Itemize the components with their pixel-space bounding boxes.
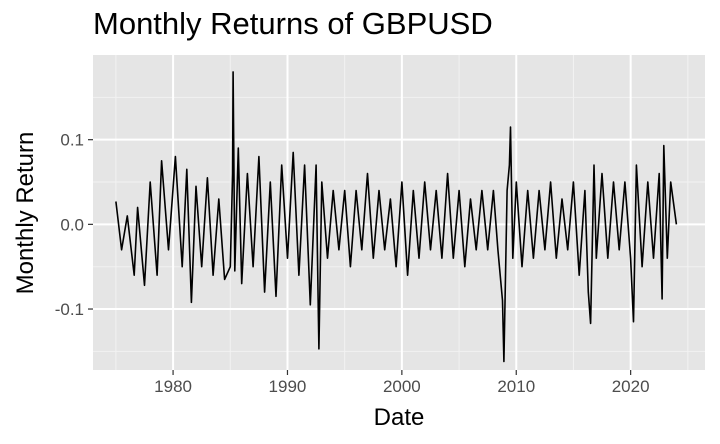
x-tick-label: 2000 — [383, 377, 421, 396]
grid-major — [93, 55, 705, 370]
series-layer — [115, 71, 678, 363]
chart-title: Monthly Returns of GBPUSD — [93, 6, 493, 41]
x-tick-label: 1980 — [154, 377, 192, 396]
x-axis-title: Date — [374, 404, 425, 431]
x-tick-label: 1990 — [269, 377, 307, 396]
y-tick-label: 0.1 — [60, 131, 84, 150]
x-axis: 1980 1990 2000 2010 2020 — [154, 370, 650, 396]
y-tick-label: -0.1 — [55, 300, 84, 319]
x-tick-label: 2020 — [612, 377, 650, 396]
series-line — [115, 71, 678, 363]
y-axis: 0.1 0.0 -0.1 — [55, 131, 93, 319]
y-axis-title: Monthly Return — [12, 132, 39, 295]
y-tick-label: 0.0 — [60, 215, 84, 234]
x-tick-label: 2010 — [497, 377, 535, 396]
